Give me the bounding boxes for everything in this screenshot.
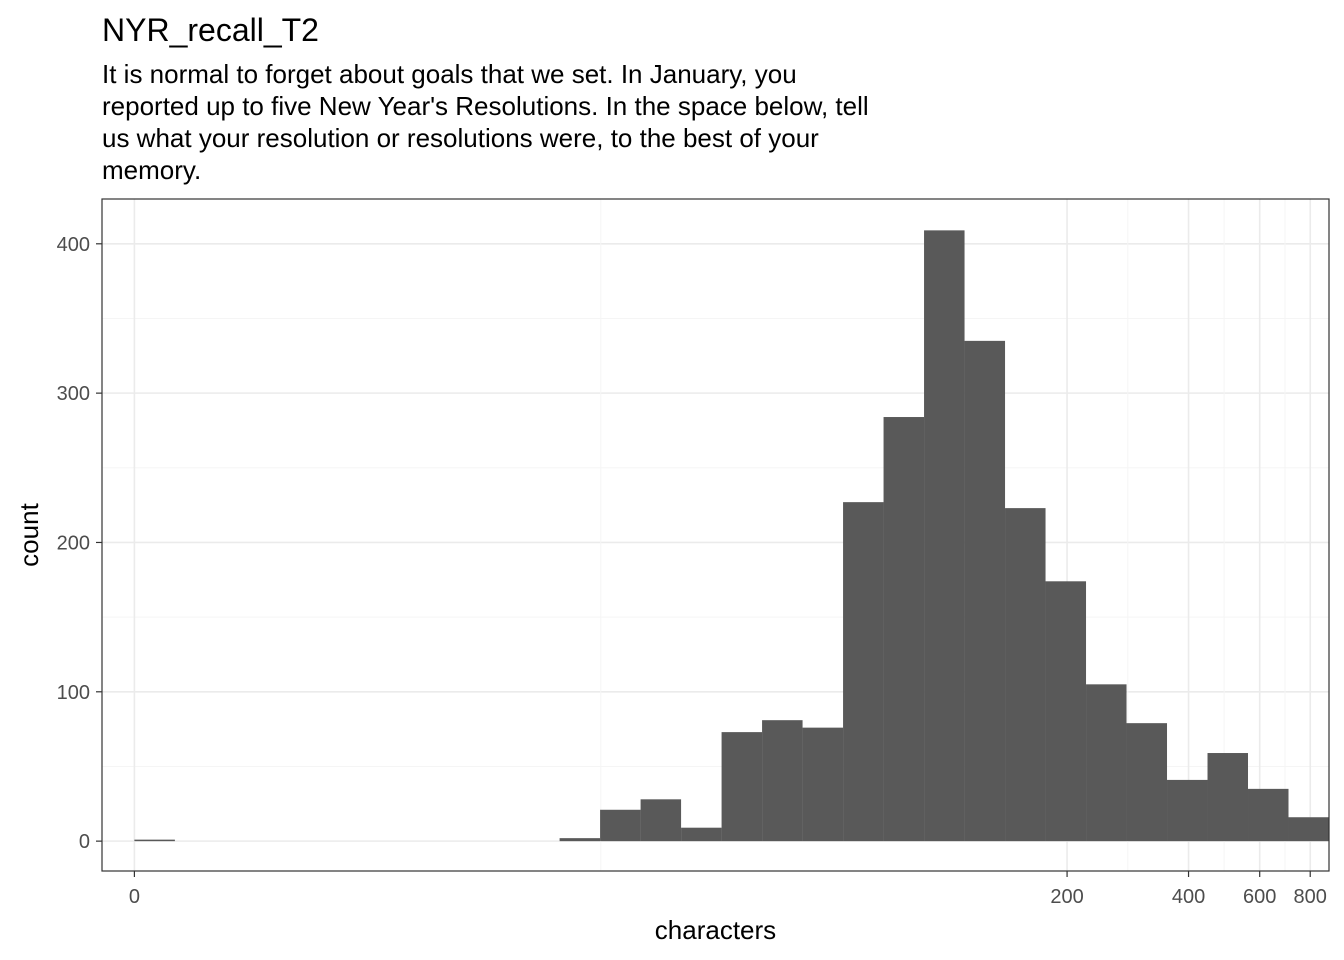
histogram-bar — [1126, 723, 1168, 842]
grid-lines — [102, 199, 1329, 871]
x-tick-label: 600 — [1243, 886, 1276, 908]
y-tick-label: 400 — [57, 234, 90, 256]
histogram-bar — [1045, 581, 1087, 842]
histogram-bar — [681, 827, 722, 842]
y-tick-label: 100 — [57, 682, 90, 704]
histogram-bar — [802, 727, 844, 842]
x-tick-label: 0 — [129, 886, 140, 908]
histogram-bar — [640, 799, 682, 842]
y-tick-label: 200 — [57, 532, 90, 554]
histogram-bar — [600, 809, 641, 842]
y-tick-label: 0 — [79, 831, 90, 853]
histogram-bar — [1248, 788, 1289, 842]
x-tick-label: 400 — [1172, 886, 1205, 908]
x-tick-label: 200 — [1050, 886, 1083, 908]
histogram-bar — [924, 230, 965, 842]
histogram-bar — [134, 839, 175, 842]
y-axis-title: count — [14, 502, 44, 566]
histogram-bar — [1167, 779, 1208, 842]
y-tick-label: 300 — [57, 383, 90, 405]
x-tick-label: 800 — [1294, 886, 1327, 908]
histogram-bar — [1288, 817, 1329, 842]
x-axis-title: characters — [655, 915, 776, 945]
histogram-bar — [762, 720, 803, 842]
histogram-bars — [134, 230, 1329, 842]
histogram-bar — [883, 417, 925, 842]
histogram-bar — [1005, 508, 1046, 842]
chart-subtitle: It is normal to forget about goals that … — [102, 59, 869, 185]
histogram-bar — [721, 732, 763, 842]
histogram-bar — [559, 838, 601, 842]
chart-title: NYR_recall_T2 — [102, 12, 319, 48]
histogram-bar — [843, 502, 884, 842]
histogram-bar — [964, 340, 1006, 842]
histogram-bar — [1086, 684, 1127, 842]
histogram-bar — [1207, 753, 1249, 842]
axis-ticks: 0 100 200 300 400 0 200 400 600 800 — [57, 234, 1327, 908]
panel-border — [101, 198, 1330, 872]
